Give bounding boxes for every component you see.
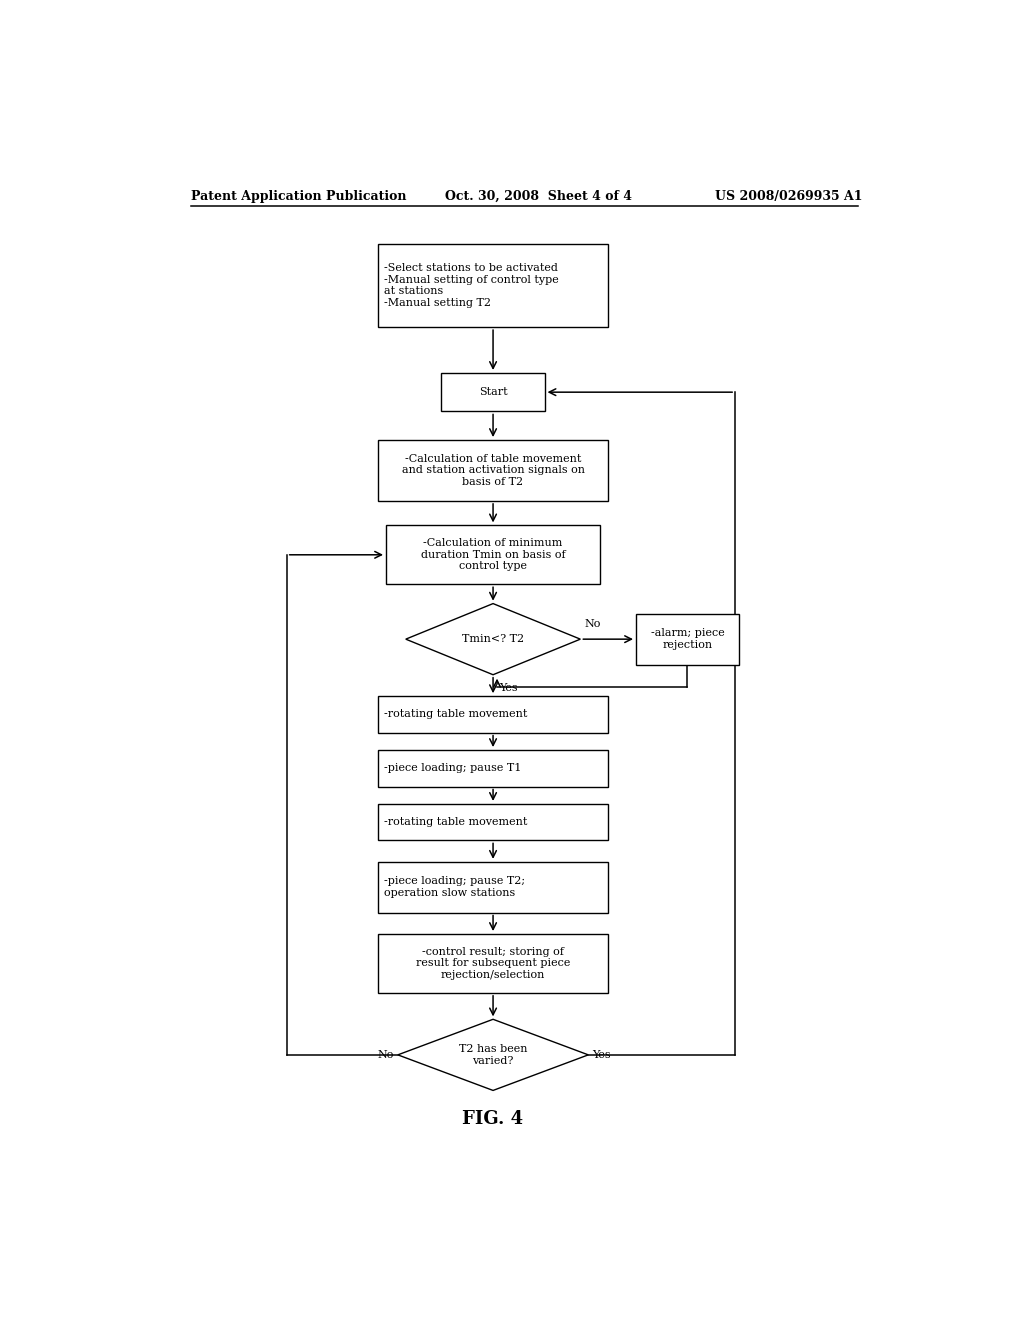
Text: Start: Start — [479, 387, 507, 397]
Text: -control result; storing of
result for subsequent piece
rejection/selection: -control result; storing of result for s… — [416, 946, 570, 979]
Polygon shape — [397, 1019, 588, 1090]
Text: -alarm; piece
rejection: -alarm; piece rejection — [650, 628, 724, 649]
FancyBboxPatch shape — [378, 440, 608, 500]
Text: US 2008/0269935 A1: US 2008/0269935 A1 — [715, 190, 863, 202]
Text: Oct. 30, 2008  Sheet 4 of 4: Oct. 30, 2008 Sheet 4 of 4 — [445, 190, 633, 202]
FancyBboxPatch shape — [386, 525, 600, 585]
FancyBboxPatch shape — [378, 935, 608, 993]
Text: -rotating table movement: -rotating table movement — [384, 709, 527, 719]
Text: No: No — [585, 619, 601, 630]
FancyBboxPatch shape — [378, 862, 608, 912]
Text: Tmin<? T2: Tmin<? T2 — [462, 634, 524, 644]
FancyBboxPatch shape — [378, 696, 608, 733]
FancyBboxPatch shape — [378, 804, 608, 841]
Text: T2 has been
varied?: T2 has been varied? — [459, 1044, 527, 1065]
Text: -piece loading; pause T1: -piece loading; pause T1 — [384, 763, 521, 774]
FancyBboxPatch shape — [441, 372, 545, 412]
FancyBboxPatch shape — [636, 614, 739, 664]
Polygon shape — [406, 603, 581, 675]
Text: Patent Application Publication: Patent Application Publication — [191, 190, 407, 202]
Text: -piece loading; pause T2;
operation slow stations: -piece loading; pause T2; operation slow… — [384, 876, 525, 898]
Text: -Select stations to be activated
-Manual setting of control type
at stations
-Ma: -Select stations to be activated -Manual… — [384, 263, 559, 308]
Text: -Calculation of minimum
duration Tmin on basis of
control type: -Calculation of minimum duration Tmin on… — [421, 539, 565, 572]
FancyBboxPatch shape — [378, 244, 608, 327]
Text: -Calculation of table movement
and station activation signals on
basis of T2: -Calculation of table movement and stati… — [401, 454, 585, 487]
Text: -rotating table movement: -rotating table movement — [384, 817, 527, 828]
Text: Yes: Yes — [592, 1049, 611, 1060]
FancyBboxPatch shape — [378, 750, 608, 787]
Text: FIG. 4: FIG. 4 — [463, 1110, 523, 1127]
Text: No: No — [378, 1049, 394, 1060]
Text: Yes: Yes — [500, 682, 518, 693]
